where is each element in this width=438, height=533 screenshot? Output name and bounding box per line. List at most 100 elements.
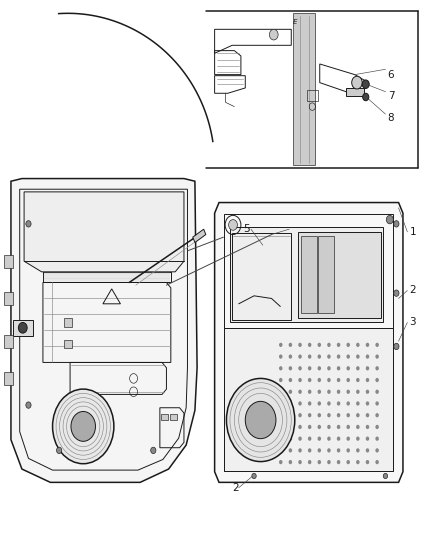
Circle shape xyxy=(298,460,302,464)
Text: E: E xyxy=(293,19,297,25)
Polygon shape xyxy=(161,414,168,420)
Polygon shape xyxy=(301,236,317,313)
Circle shape xyxy=(269,29,278,40)
Circle shape xyxy=(366,448,369,453)
Circle shape xyxy=(352,76,362,89)
Circle shape xyxy=(289,437,292,441)
Circle shape xyxy=(366,354,369,359)
Circle shape xyxy=(289,366,292,370)
Circle shape xyxy=(298,354,302,359)
Circle shape xyxy=(308,354,311,359)
Circle shape xyxy=(71,411,95,441)
Circle shape xyxy=(327,460,331,464)
Circle shape xyxy=(394,290,399,296)
Circle shape xyxy=(356,425,360,429)
Circle shape xyxy=(346,460,350,464)
Polygon shape xyxy=(170,414,177,420)
Circle shape xyxy=(366,425,369,429)
Circle shape xyxy=(356,448,360,453)
Circle shape xyxy=(375,460,379,464)
Circle shape xyxy=(346,425,350,429)
Circle shape xyxy=(318,343,321,347)
Circle shape xyxy=(308,413,311,417)
Circle shape xyxy=(298,425,302,429)
Circle shape xyxy=(318,425,321,429)
Circle shape xyxy=(252,473,256,479)
Text: 7: 7 xyxy=(388,91,394,101)
Circle shape xyxy=(375,343,379,347)
Circle shape xyxy=(375,437,379,441)
Circle shape xyxy=(366,390,369,394)
Polygon shape xyxy=(64,340,72,348)
Circle shape xyxy=(318,354,321,359)
Circle shape xyxy=(318,401,321,406)
Circle shape xyxy=(356,437,360,441)
Circle shape xyxy=(318,448,321,453)
Circle shape xyxy=(298,343,302,347)
Polygon shape xyxy=(4,292,13,305)
Circle shape xyxy=(318,390,321,394)
Circle shape xyxy=(375,366,379,370)
Circle shape xyxy=(386,215,393,224)
Circle shape xyxy=(337,413,340,417)
Circle shape xyxy=(366,401,369,406)
Circle shape xyxy=(308,366,311,370)
Circle shape xyxy=(279,448,283,453)
Circle shape xyxy=(298,448,302,453)
Circle shape xyxy=(337,437,340,441)
Circle shape xyxy=(298,390,302,394)
Circle shape xyxy=(318,437,321,441)
Circle shape xyxy=(337,390,340,394)
Polygon shape xyxy=(24,192,184,272)
Circle shape xyxy=(279,366,283,370)
Circle shape xyxy=(26,221,31,227)
Circle shape xyxy=(327,390,331,394)
Text: 3: 3 xyxy=(410,318,416,327)
Circle shape xyxy=(383,473,388,479)
Circle shape xyxy=(298,378,302,382)
Polygon shape xyxy=(293,13,315,165)
Circle shape xyxy=(279,343,283,347)
Circle shape xyxy=(289,460,292,464)
Circle shape xyxy=(366,413,369,417)
Circle shape xyxy=(318,460,321,464)
Circle shape xyxy=(356,366,360,370)
Circle shape xyxy=(356,413,360,417)
Circle shape xyxy=(279,425,283,429)
Circle shape xyxy=(375,448,379,453)
Circle shape xyxy=(279,460,283,464)
Polygon shape xyxy=(4,372,13,385)
Circle shape xyxy=(346,390,350,394)
Circle shape xyxy=(375,413,379,417)
Circle shape xyxy=(366,343,369,347)
Polygon shape xyxy=(224,328,393,471)
Polygon shape xyxy=(13,320,33,336)
Text: 2: 2 xyxy=(410,286,416,295)
Text: 1: 1 xyxy=(410,227,416,237)
Circle shape xyxy=(308,425,311,429)
Circle shape xyxy=(356,378,360,382)
Circle shape xyxy=(327,378,331,382)
Polygon shape xyxy=(346,88,364,96)
Circle shape xyxy=(279,390,283,394)
Polygon shape xyxy=(230,227,383,322)
Circle shape xyxy=(356,460,360,464)
Circle shape xyxy=(289,448,292,453)
Circle shape xyxy=(318,413,321,417)
Circle shape xyxy=(289,354,292,359)
Circle shape xyxy=(366,378,369,382)
Circle shape xyxy=(337,354,340,359)
Polygon shape xyxy=(64,318,72,327)
Circle shape xyxy=(337,343,340,347)
Circle shape xyxy=(346,448,350,453)
Circle shape xyxy=(151,447,156,454)
Circle shape xyxy=(308,343,311,347)
Circle shape xyxy=(318,366,321,370)
Circle shape xyxy=(346,378,350,382)
Circle shape xyxy=(289,390,292,394)
Circle shape xyxy=(57,447,62,454)
Text: 2: 2 xyxy=(232,483,239,492)
Circle shape xyxy=(356,343,360,347)
Circle shape xyxy=(327,401,331,406)
Polygon shape xyxy=(215,203,403,482)
